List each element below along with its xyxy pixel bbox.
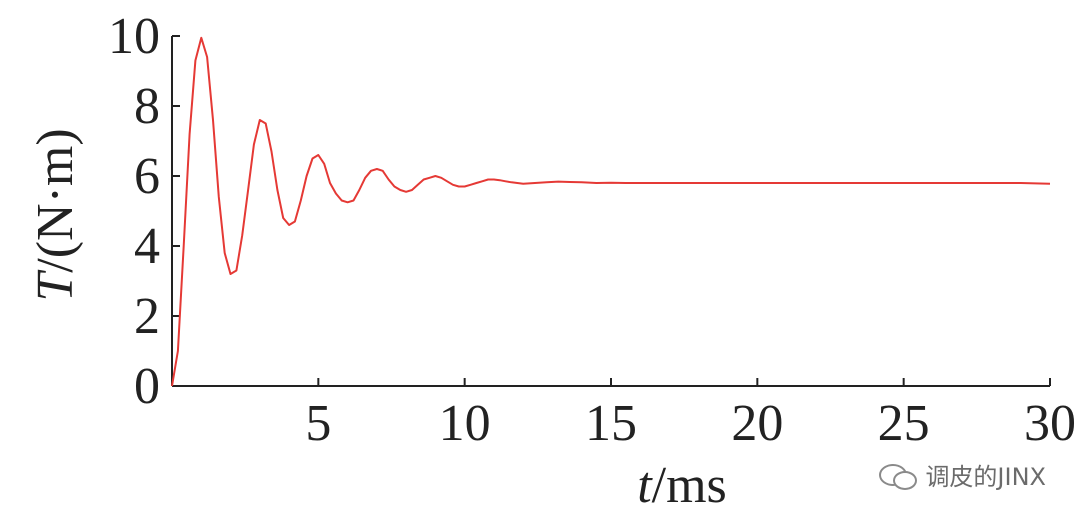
y-tick-label: 4 <box>134 218 160 275</box>
y-tick-label: 6 <box>134 148 160 205</box>
ticks: 0 2 4 6 8 10 5 10 15 20 25 30 <box>108 8 1076 452</box>
watermark-text: 调皮的JINX <box>925 463 1046 491</box>
x-tick-label: 5 <box>305 395 331 452</box>
watermark: 调皮的JINX <box>879 457 1046 492</box>
series-line <box>171 36 1051 387</box>
y-tick-label: 10 <box>108 8 160 65</box>
x-tick-label: 25 <box>878 395 930 452</box>
plot-area <box>171 36 1051 387</box>
axes <box>171 36 1050 387</box>
y-tick-label: 8 <box>134 78 160 135</box>
x-axis-label: t/ms <box>637 457 727 514</box>
x-tick-label: 20 <box>731 395 783 452</box>
wechat-icon <box>879 462 918 490</box>
x-tick-label: 15 <box>585 395 637 452</box>
x-tick-label: 30 <box>1024 395 1076 452</box>
y-tick-label: 2 <box>134 288 160 345</box>
y-tick-label: 0 <box>134 358 160 415</box>
x-tick-label: 10 <box>439 395 491 452</box>
y-axis-label: T/(N·m) <box>27 128 84 301</box>
